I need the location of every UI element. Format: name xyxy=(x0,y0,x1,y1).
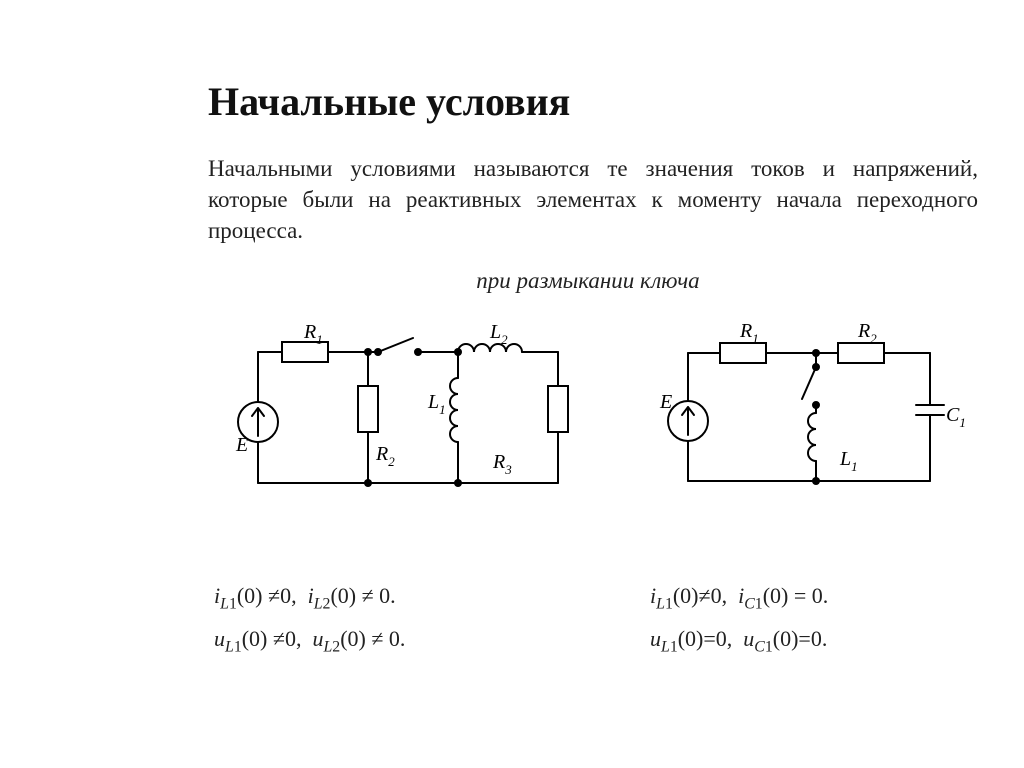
svg-text:E: E xyxy=(659,391,672,413)
eq-left-line-2: uL1(0) ≠0, uL2(0) ≠ 0. xyxy=(214,619,405,662)
subheading: при размыкании ключа xyxy=(208,268,968,294)
equations-right: iL1(0)≠0, iC1(0) = 0. uL1(0)=0, uC1(0)=0… xyxy=(650,576,828,661)
circuit-left: R1 L2 R2 L1 R3 E xyxy=(218,308,588,508)
slide: Начальные условия Начальными условиями н… xyxy=(0,0,1024,768)
svg-text:L1: L1 xyxy=(427,391,446,417)
svg-text:R3: R3 xyxy=(492,451,512,477)
content: Начальные условия Начальными условиями н… xyxy=(208,78,978,538)
eq-left-line-1: iL1(0) ≠0, iL2(0) ≠ 0. xyxy=(214,576,405,619)
svg-text:L1: L1 xyxy=(839,448,858,474)
circuit-right: R1 R2 L1 C1 E xyxy=(648,313,968,503)
eq-right-line-2: uL1(0)=0, uC1(0)=0. xyxy=(650,619,828,662)
svg-text:R1: R1 xyxy=(303,321,323,347)
slide-title: Начальные условия xyxy=(208,78,978,125)
svg-text:E: E xyxy=(235,434,248,456)
svg-text:C1: C1 xyxy=(946,404,966,430)
svg-text:R2: R2 xyxy=(375,443,395,469)
definition-paragraph: Начальными условиями называются те значе… xyxy=(208,153,978,246)
equations-left: iL1(0) ≠0, iL2(0) ≠ 0. uL1(0) ≠0, uL2(0)… xyxy=(214,576,405,661)
circuit-diagrams-row: R1 L2 R2 L1 R3 E xyxy=(208,308,978,538)
eq-right-line-1: iL1(0)≠0, iC1(0) = 0. xyxy=(650,576,828,619)
